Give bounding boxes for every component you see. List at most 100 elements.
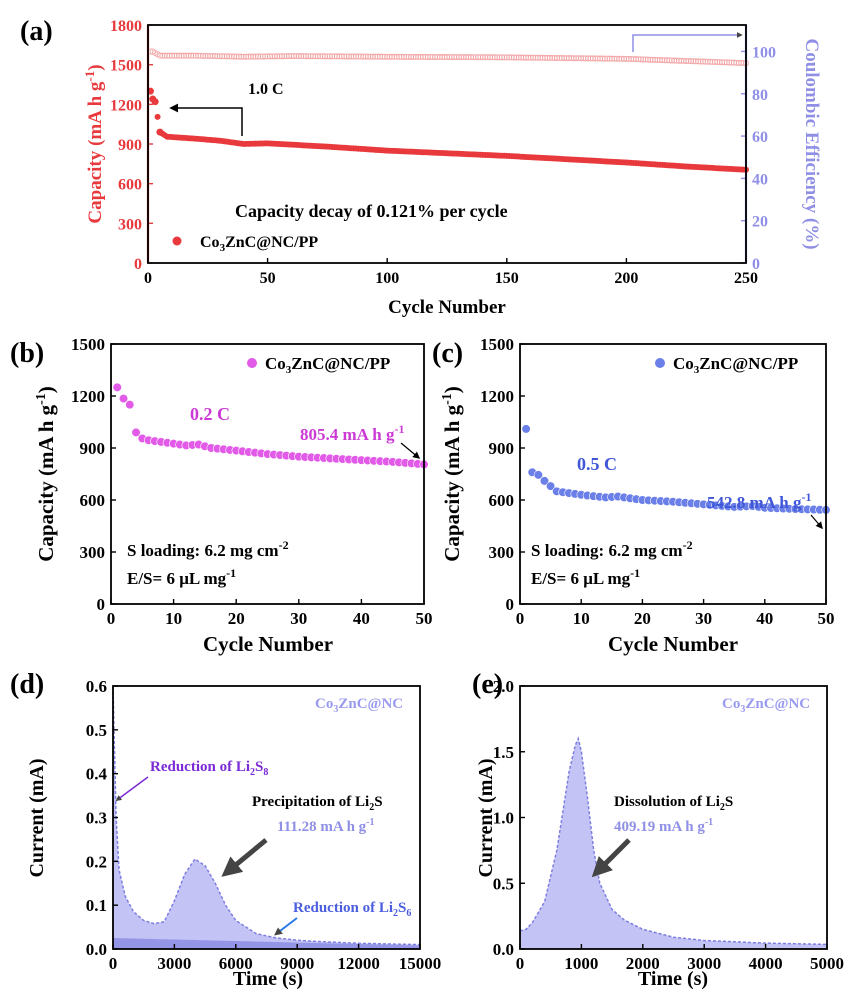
panel-a-ce-point: [408, 53, 415, 60]
panel-a-ce-point: [185, 52, 192, 59]
panel-a-ce-point: [506, 54, 513, 61]
b-ytick-label: 1200: [71, 387, 105, 406]
panel-a-ce-point: [319, 53, 326, 60]
panel-a-ce-point: [305, 53, 312, 60]
panel-a-ce-point: [546, 54, 553, 61]
panel-d-annot-li2s6: Reduction of Li2S6: [293, 900, 411, 919]
panel-d-arrow-precip: [221, 838, 268, 877]
panel-d-curve: [112, 685, 421, 946]
panel-c-legend-marker: [655, 358, 665, 368]
e-ytick-label: 1.0: [493, 809, 514, 828]
a-ytick-right-label: 80: [752, 87, 768, 104]
panel-b-note-es: E/S= 6 μL mg-1: [127, 566, 236, 588]
panel-a-ce-point: [520, 54, 527, 61]
panel-a-ce-point: [420, 53, 427, 60]
panel-a-ce-point: [714, 59, 721, 66]
a-xtick-label: 100: [375, 270, 399, 287]
a-xtick-label: 0: [144, 270, 152, 287]
panel-a-ce-point: [326, 53, 333, 60]
panel-a-ce-point: [257, 53, 264, 60]
panel-a-ce-point: [429, 53, 436, 60]
d-ytick-label: 0.6: [86, 677, 107, 696]
panel-b-label: (b): [10, 338, 44, 369]
panel-a-ce-point: [565, 55, 572, 62]
panel-a-ce-point: [178, 52, 185, 59]
panel-a-ce-point: [324, 53, 331, 60]
panel-a-ce-point: [513, 54, 520, 61]
panel-a-ce-point: [534, 54, 541, 61]
panel-a-ce-point: [671, 57, 678, 64]
panel-a-ce-point: [690, 58, 697, 65]
panel-a-ce-point: [482, 54, 489, 61]
panel-a-arrow-left: [169, 103, 243, 136]
panel-b-point: [125, 400, 135, 410]
panel-a-xlabel: Cycle Number: [388, 297, 506, 318]
e-ytick-label: 1.5: [493, 743, 514, 762]
panel-a-ce-point: [245, 53, 252, 60]
panel-a-ce-point: [489, 54, 496, 61]
panel-a-ce-point: [350, 53, 357, 60]
panel-a-ce-point: [728, 59, 735, 66]
e-ytick-label: 0.0: [493, 940, 514, 959]
panel-a-ce-point: [329, 53, 336, 60]
panel-a-ce-point: [355, 53, 362, 60]
panel-a-ce-point: [310, 53, 317, 60]
panel-a-ce-point: [676, 57, 683, 64]
panel-a-ce-point: [314, 53, 321, 60]
panel-e-plot: 0 1000 2000 3000 4000 5000 0.0 0.5 1.0 1.5 2.0: [493, 677, 844, 973]
panel-a-ce-point: [384, 53, 391, 60]
panel-a-ce-point: [666, 57, 673, 64]
panel-a-arrow-right: [632, 32, 743, 52]
panel-a-ce-point: [379, 53, 386, 60]
panel-a-ce-point: [554, 54, 561, 61]
panel-a-ce-point: [537, 54, 544, 61]
a-xtick-label: 50: [260, 270, 276, 287]
panel-a-ce-point: [563, 55, 570, 62]
panel-a-ce-point: [609, 55, 616, 62]
panel-a-ce-point: [637, 56, 644, 63]
panel-a-ce-point: [369, 53, 376, 60]
panel-a-ce-point: [264, 53, 271, 60]
d-xtick-label: 12000: [337, 954, 380, 973]
panel-a-ce-point: [678, 57, 685, 64]
c-ytick-label: 1200: [480, 387, 514, 406]
panel-a-ce-point: [288, 53, 295, 60]
b-xtick-label: 50: [416, 609, 433, 628]
panel-a-ce-point: [228, 53, 235, 60]
panel-a-ce-point: [585, 55, 592, 62]
panel-b: (b) 0 10 20 30 40 50 0 300 600 900 1200 1500 Co3ZnC…: [10, 335, 433, 656]
panel-a-ce-point: [721, 59, 728, 66]
panel-a-ce-point: [283, 53, 290, 60]
a-ytick-label: 300: [118, 216, 142, 233]
panel-d: (d) 0 3000 6000 9000 12000 150000.00.10.20.30…: [10, 669, 441, 990]
panel-d-plot: 0 3000 6000 9000 12000 15000 0.0 0.1 0.2 0.3 0.4 0.…: [86, 677, 442, 973]
panel-a-ce-point: [458, 54, 465, 61]
panel-a-frame: [147, 24, 747, 264]
panel-a-ce-point: [331, 53, 338, 60]
panel-a-ce-point: [628, 56, 635, 63]
panel-a-ce-point: [515, 54, 522, 61]
panel-a-ce-point: [735, 59, 742, 66]
c-xtick-label: 0: [516, 609, 525, 628]
panel-a-ce-point: [632, 56, 639, 63]
panel-a-ce-point: [640, 56, 647, 63]
panel-a-ce-point: [527, 54, 534, 61]
b-ytick-label: 300: [80, 543, 106, 562]
panel-a-ce-point: [176, 52, 183, 59]
panel-a-ce-point: [250, 53, 257, 60]
panel-a-ce-point: [436, 54, 443, 61]
b-xtick-label: 10: [165, 609, 182, 628]
panel-d-legend-label: Co3ZnC@NC: [315, 696, 403, 715]
panel-a-ce-point: [281, 53, 288, 60]
panel-a-label: (a): [20, 16, 53, 47]
panel-a-ce-point: [183, 52, 190, 59]
panel-a-ce-point: [410, 53, 417, 60]
panel-a-ce-point: [644, 56, 651, 63]
c-xtick-label: 20: [634, 609, 651, 628]
panel-a-ce-point: [166, 52, 173, 59]
a-ytick-right-label: 60: [752, 129, 768, 146]
panel-a-ce-point: [417, 53, 424, 60]
panel-a-ce-point: [556, 55, 563, 62]
panel-b-frame: [110, 343, 425, 605]
panel-a-ce-point: [216, 53, 223, 60]
